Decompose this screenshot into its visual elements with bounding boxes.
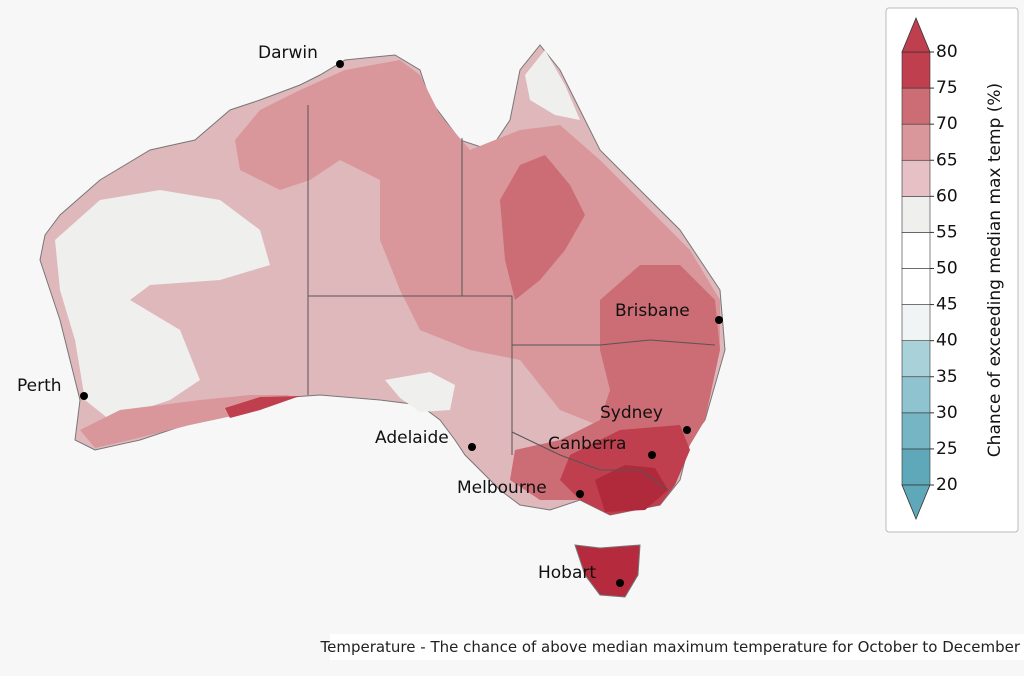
colorbar: 80 75 70 65 60 55 50 45 40 35 30 25 20 bbox=[901, 16, 958, 521]
colorbar-band bbox=[901, 232, 931, 269]
colorbar-band bbox=[901, 376, 931, 414]
colorbar-tick-label: 60 bbox=[936, 186, 958, 206]
city-label: Hobart bbox=[538, 563, 596, 583]
colorbar-band bbox=[901, 268, 931, 305]
region-65-70 bbox=[235, 60, 720, 430]
colorbar-tick-label: 25 bbox=[936, 439, 958, 459]
colorbar-tick-label: 30 bbox=[936, 403, 958, 423]
colorbar-tick-label: 50 bbox=[936, 259, 958, 279]
colorbar-tick-label: 70 bbox=[936, 114, 958, 134]
city-label: Brisbane bbox=[615, 301, 690, 321]
region-neutral bbox=[55, 190, 270, 420]
city-label: Perth bbox=[17, 376, 62, 396]
caption: Temperature - The chance of above median… bbox=[319, 638, 1020, 656]
colorbar-extend-top bbox=[901, 16, 931, 53]
colorbar-band bbox=[901, 340, 931, 378]
caption-box bbox=[330, 634, 1024, 660]
city-label: Melbourne bbox=[457, 478, 547, 498]
colorbar-tick-label: 65 bbox=[936, 150, 958, 170]
colorbar-band bbox=[901, 87, 931, 125]
colorbar-tick-label: 55 bbox=[936, 222, 958, 242]
colorbar-band bbox=[901, 448, 931, 486]
colorbar-band bbox=[901, 123, 931, 161]
colorbar-tick-label: 80 bbox=[936, 42, 958, 62]
city-label: Canberra bbox=[548, 434, 626, 454]
colorbar-tick-label: 35 bbox=[936, 367, 958, 387]
colorbar-band bbox=[901, 196, 931, 233]
colorbar-band bbox=[901, 304, 931, 341]
city-dots bbox=[80, 60, 723, 587]
city-label: Adelaide bbox=[375, 428, 449, 448]
colorbar-tick-label: 40 bbox=[936, 331, 958, 351]
colorbar-tick-label: 45 bbox=[936, 295, 958, 315]
region-75-80 bbox=[225, 396, 300, 418]
state-borders bbox=[307, 105, 716, 491]
colorbar-tick-label: 75 bbox=[936, 78, 958, 98]
colorbar-band bbox=[901, 159, 931, 197]
region-neutral bbox=[385, 372, 455, 412]
colorbar-extend-bottom bbox=[901, 484, 931, 521]
colorbar-band bbox=[901, 51, 931, 89]
city-label: Darwin bbox=[258, 43, 318, 63]
colorbar-tick-label: 20 bbox=[936, 475, 958, 495]
region-neutral bbox=[525, 50, 580, 120]
city-label: Sydney bbox=[600, 403, 663, 423]
legend-title: Chance of exceeding median max temp (%) bbox=[985, 83, 1005, 457]
region-70-75 bbox=[500, 155, 585, 300]
colorbar-band bbox=[901, 412, 931, 450]
